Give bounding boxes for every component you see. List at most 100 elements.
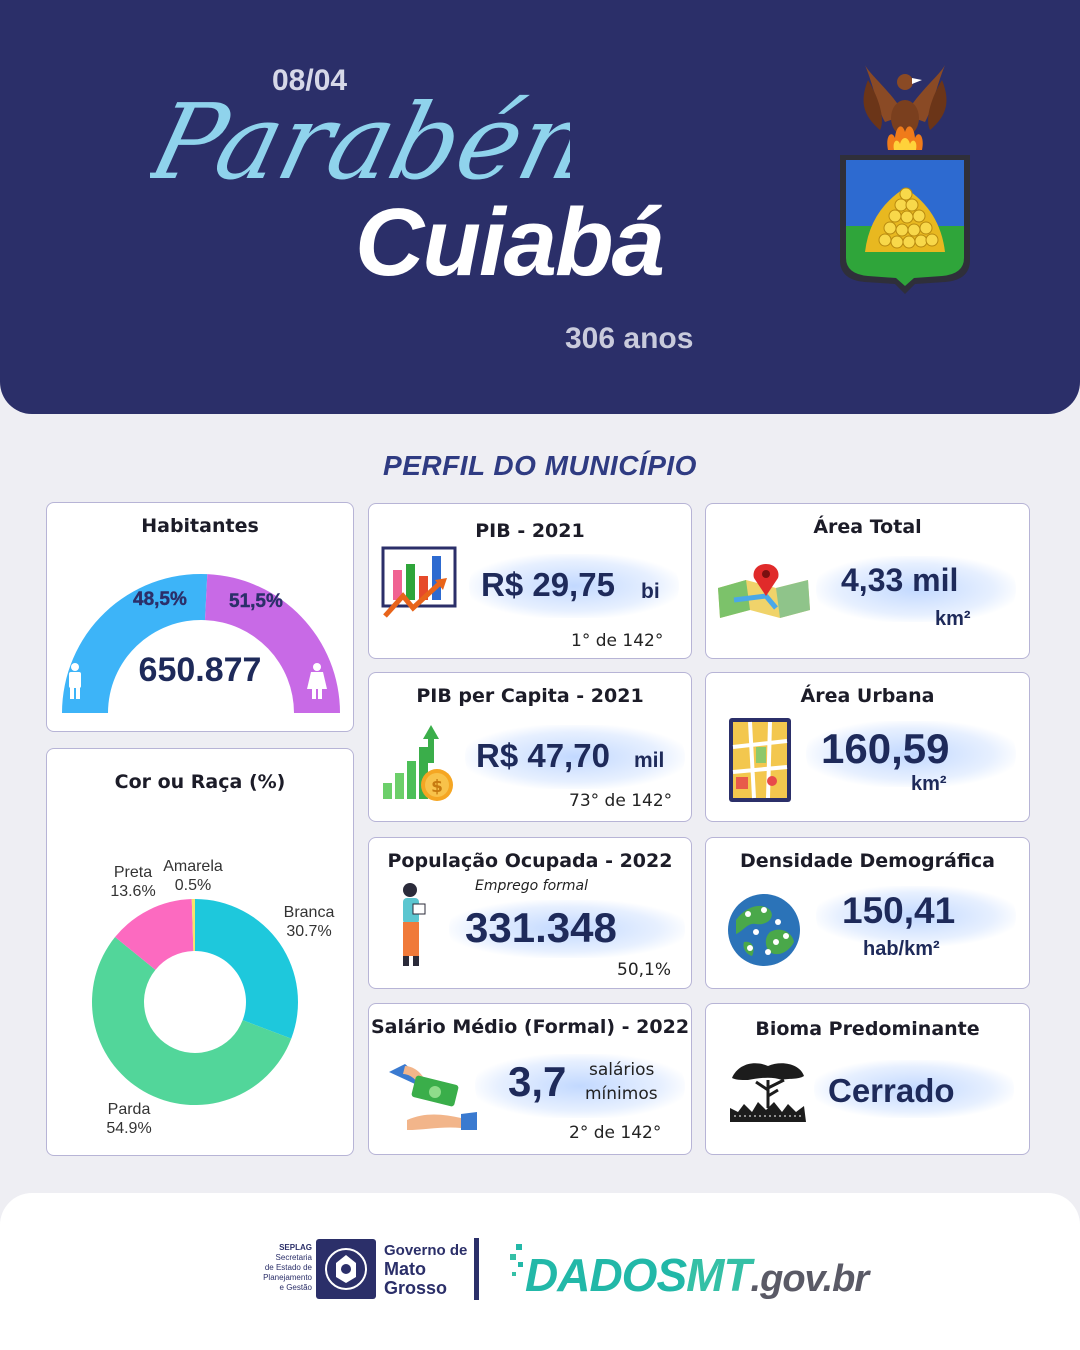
parabens-script: Parabéns <box>150 81 570 202</box>
seplag-label: SEPLAG Secretaria de Estado de Planejame… <box>246 1243 312 1293</box>
city-name: Cuiabá <box>355 189 665 296</box>
area-total-value: 4,33 mil <box>841 562 959 598</box>
female-percent: 51,5% <box>229 591 283 612</box>
card-habitantes: Habitantes 48,5% 51,5% 650.877 <box>46 502 354 732</box>
pib-capita-unit: mil <box>634 749 665 772</box>
card-title: Bioma Predominante <box>755 1018 980 1040</box>
hero-banner: Parabéns 08/04 Cuiabá 306 anos <box>0 0 1080 414</box>
card-title: PIB - 2021 <box>475 520 585 542</box>
card-densidade: Densidade Demográfica 150,41 hab/km² <box>705 837 1030 989</box>
pib-capita-value: R$ 47,70 <box>476 737 610 774</box>
card-populacao: População Ocupada - 2022 Emprego formal … <box>368 837 692 989</box>
slice-label-amarela: Amarela <box>163 858 223 875</box>
governo-line: Mato <box>384 1259 426 1279</box>
seplag-line: Planejamento <box>263 1273 312 1282</box>
globe-people-icon <box>728 894 800 966</box>
footer <box>0 1193 1080 1350</box>
value-glow <box>449 900 685 958</box>
bar-chart-icon <box>381 546 457 618</box>
section-title: PERFIL DO MUNICÍPIO <box>383 450 697 481</box>
card-title: Salário Médio (Formal) - 2022 <box>370 1016 690 1038</box>
slice-value-amarela: 0.5% <box>175 877 211 894</box>
salario-unit-line1: salários <box>589 1060 655 1080</box>
pib-capita-rank: 73° de 142° <box>569 791 673 811</box>
card-title: PIB per Capita - 2021 <box>416 685 644 707</box>
money-hands-icon <box>389 1064 477 1130</box>
card-cor-raca: Cor ou Raça (%) Branca 30.7% Parda 54.9% Pre… <box>46 748 354 1156</box>
card-bioma: Bioma Predominante Cerrado <box>705 1003 1030 1155</box>
seplag-line: Secretaria <box>275 1253 312 1262</box>
value-glow <box>469 554 679 618</box>
gauge-male-segment <box>61 573 208 713</box>
salario-value: 3,7 <box>508 1058 567 1105</box>
governo-mt-label: Governo de Mato Grosso <box>384 1241 474 1298</box>
populacao-pct: 50,1% <box>617 960 672 980</box>
card-pib: PIB - 2021 R$ 29,75 bi 1° de 142° <box>368 503 692 659</box>
seplag-line: de Estado de <box>264 1263 312 1272</box>
map-pin-icon <box>718 564 810 618</box>
densidade-unit: hab/km² <box>863 938 940 960</box>
worker-icon <box>403 883 426 966</box>
pib-value: R$ 29,75 <box>481 566 615 603</box>
slice-label-preta: Preta <box>114 864 152 881</box>
dados-text: DADOS <box>525 1249 687 1301</box>
value-glow <box>465 725 685 789</box>
mt-text: MT <box>686 1249 751 1301</box>
slice-label-parda: Parda <box>108 1101 151 1118</box>
seplag-line: e Gestão <box>279 1283 312 1292</box>
value-glow <box>816 556 1016 622</box>
card-title: Densidade Demográfica <box>740 850 995 872</box>
value-glow <box>816 886 1016 946</box>
slice-label-branca: Branca <box>284 904 335 921</box>
governo-line: Governo de <box>384 1242 468 1259</box>
years-label: 306 anos <box>565 322 694 355</box>
donut-slice-branca <box>195 899 298 1039</box>
slice-value-preta: 13.6% <box>110 883 155 900</box>
area-urbana-value: 160,59 <box>821 725 950 772</box>
value-glow <box>814 1060 1014 1118</box>
greeting-text: Parabéns <box>150 81 570 202</box>
male-percent: 48,5% <box>133 589 187 610</box>
growth-coins-icon: $ <box>383 725 453 801</box>
slice-value-parda: 54.9% <box>106 1120 151 1137</box>
salario-unit-line2: mínimos <box>585 1084 658 1104</box>
habitantes-value: 650.877 <box>138 651 262 689</box>
salario-rank: 2° de 142° <box>569 1123 662 1143</box>
card-pib-capita: PIB per Capita - 2021 $ R$ 47,70 mil 73°… <box>368 672 692 822</box>
gauge-female-segment <box>205 574 340 713</box>
area-urbana-unit: km² <box>911 773 947 795</box>
bioma-value: Cerrado <box>828 1072 955 1109</box>
donut-slice-parda <box>91 937 292 1105</box>
pib-rank: 1° de 142° <box>571 631 664 651</box>
populacao-subtitle: Emprego formal <box>475 878 588 894</box>
race-donut-chart: Branca 30.7% Parda 54.9% Preta 13.6% Amarela 0.… <box>91 858 335 1137</box>
densidade-value: 150,41 <box>842 890 956 931</box>
card-area-urbana: Área Urbana 160,59 km² <box>705 672 1030 822</box>
svg-text:$: $ <box>431 777 443 797</box>
date-label: 08/04 <box>272 64 348 97</box>
pib-unit: bi <box>641 580 660 603</box>
slice-value-branca: 30.7% <box>286 923 331 940</box>
donut-slice-amarela <box>191 899 195 952</box>
governo-line: Grosso <box>384 1278 448 1298</box>
dados-dots-icon <box>510 1244 523 1276</box>
male-icon <box>69 663 81 699</box>
area-total-unit: km² <box>935 608 971 630</box>
mato-grosso-emblem-icon <box>316 1239 376 1299</box>
card-title: Área Urbana <box>800 685 935 707</box>
seplag-line: SEPLAG <box>279 1243 312 1252</box>
card-title: Habitantes <box>141 515 259 537</box>
card-area-total: Área Total 4,33 mil km² <box>705 503 1030 659</box>
coat-of-arms-icon <box>840 65 970 294</box>
card-salario: Salário Médio (Formal) - 2022 3,7 salári… <box>368 1003 692 1155</box>
dadosmt-logo[interactable]: DADOSMT.gov.br <box>525 1248 870 1302</box>
value-glow <box>806 721 1016 787</box>
gender-gauge: 48,5% 51,5% <box>61 573 340 713</box>
footer-divider <box>474 1238 479 1300</box>
tree-icon <box>730 1063 806 1122</box>
card-title: Área Total <box>813 516 922 538</box>
domain-text: .gov.br <box>750 1258 870 1300</box>
card-title: Cor ou Raça (%) <box>114 771 286 793</box>
female-icon <box>307 663 327 699</box>
city-map-icon <box>729 718 791 802</box>
